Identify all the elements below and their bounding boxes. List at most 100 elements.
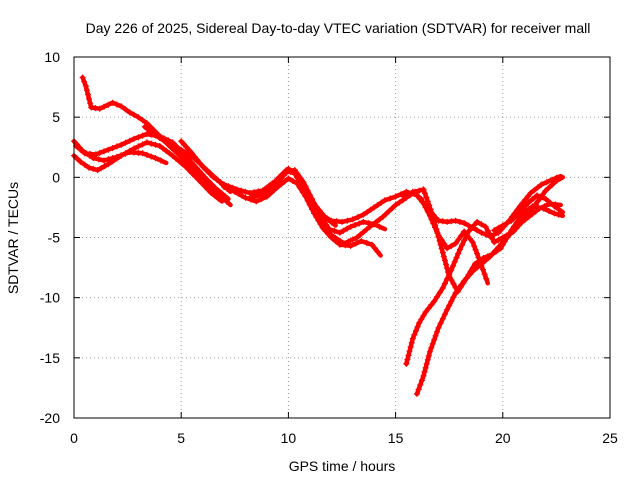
data-point: [461, 277, 468, 284]
data-point: [446, 271, 453, 278]
data-point: [514, 212, 521, 218]
data-point: [482, 223, 489, 230]
data-point: [324, 215, 330, 222]
data-point: [74, 155, 81, 162]
data-point: [468, 225, 475, 232]
data-point: [495, 236, 502, 243]
data-point: [452, 217, 459, 224]
data-point: [332, 234, 339, 241]
data-point: [126, 137, 133, 144]
data-point: [392, 202, 399, 208]
data-point: [152, 132, 159, 139]
data-point: [532, 208, 539, 215]
data-point: [213, 176, 220, 183]
data-point: [203, 167, 210, 174]
data-point: [199, 163, 206, 170]
data-point: [320, 221, 327, 228]
data-point: [235, 190, 242, 197]
data-point: [113, 101, 120, 108]
data-point: [87, 150, 94, 157]
data-point: [495, 244, 502, 251]
y-tick-label: 5: [52, 109, 60, 125]
data-point: [392, 193, 399, 200]
data-point: [298, 178, 305, 185]
data-point: [441, 280, 448, 287]
data-point: [96, 105, 103, 112]
data-point: [519, 206, 526, 212]
y-tick-label: -5: [48, 230, 61, 246]
data-point: [441, 257, 448, 264]
data-point: [434, 328, 441, 335]
data-point: [105, 146, 112, 153]
data-point: [212, 185, 219, 192]
x-tick-labels: 0 5 10 15 20 25: [70, 430, 618, 446]
data-point: [118, 103, 125, 110]
data-point: [439, 285, 446, 291]
data-point: [208, 181, 215, 188]
data-point: [186, 147, 193, 154]
data-point: [409, 335, 416, 342]
data-point: [401, 193, 408, 200]
data-point: [309, 205, 316, 211]
data-point: [374, 202, 381, 208]
x-tick-label: 10: [281, 430, 297, 446]
data-point: [328, 232, 335, 239]
data-point: [464, 232, 471, 239]
data-point: [360, 218, 367, 225]
data-point: [426, 212, 433, 219]
data-point: [531, 187, 538, 194]
data-point: [422, 364, 429, 371]
data-point: [143, 131, 150, 137]
data-point: [450, 280, 457, 287]
data-point: [409, 188, 416, 195]
data-point: [478, 229, 485, 236]
data-point: [109, 99, 116, 106]
data-point: [139, 117, 146, 124]
data-point: [289, 177, 296, 184]
data-point: [246, 194, 253, 201]
data-point: [109, 145, 116, 152]
data-point: [448, 242, 455, 249]
data-point: [201, 174, 208, 181]
data-point: [83, 87, 90, 94]
data-point: [101, 148, 107, 155]
data-point: [269, 184, 276, 190]
data-point: [489, 235, 496, 242]
data-point: [339, 218, 345, 225]
data-point: [403, 360, 410, 367]
data-point: [435, 324, 442, 331]
data-point: [201, 183, 208, 190]
data-point: [109, 155, 116, 162]
x-tick-label: 25: [602, 430, 618, 446]
data-point: [434, 293, 441, 300]
data-point: [182, 149, 189, 156]
data-point: [188, 170, 195, 177]
data-point: [536, 205, 543, 212]
data-point: [217, 179, 224, 186]
data-point: [251, 193, 258, 200]
data-point: [312, 209, 319, 216]
data-point: [262, 188, 269, 195]
data-point: [538, 194, 545, 201]
data-point: [421, 190, 428, 197]
x-tick-label: 20: [495, 430, 511, 446]
data-point: [95, 156, 102, 163]
axis-ticks: [73, 56, 611, 419]
data-point: [178, 146, 185, 153]
data-point: [423, 194, 430, 201]
data-point: [389, 205, 396, 211]
data-point: [81, 78, 88, 85]
data-point: [413, 327, 419, 334]
data-point: [516, 215, 523, 222]
data-point: [157, 157, 164, 164]
data-point: [193, 165, 200, 172]
data-point: [86, 164, 92, 171]
data-point: [522, 196, 529, 203]
data-point: [378, 199, 385, 206]
data-point: [430, 220, 437, 227]
data-point: [221, 184, 228, 190]
data-point: [405, 352, 412, 359]
data-point: [336, 237, 343, 244]
data-point: [414, 390, 420, 397]
